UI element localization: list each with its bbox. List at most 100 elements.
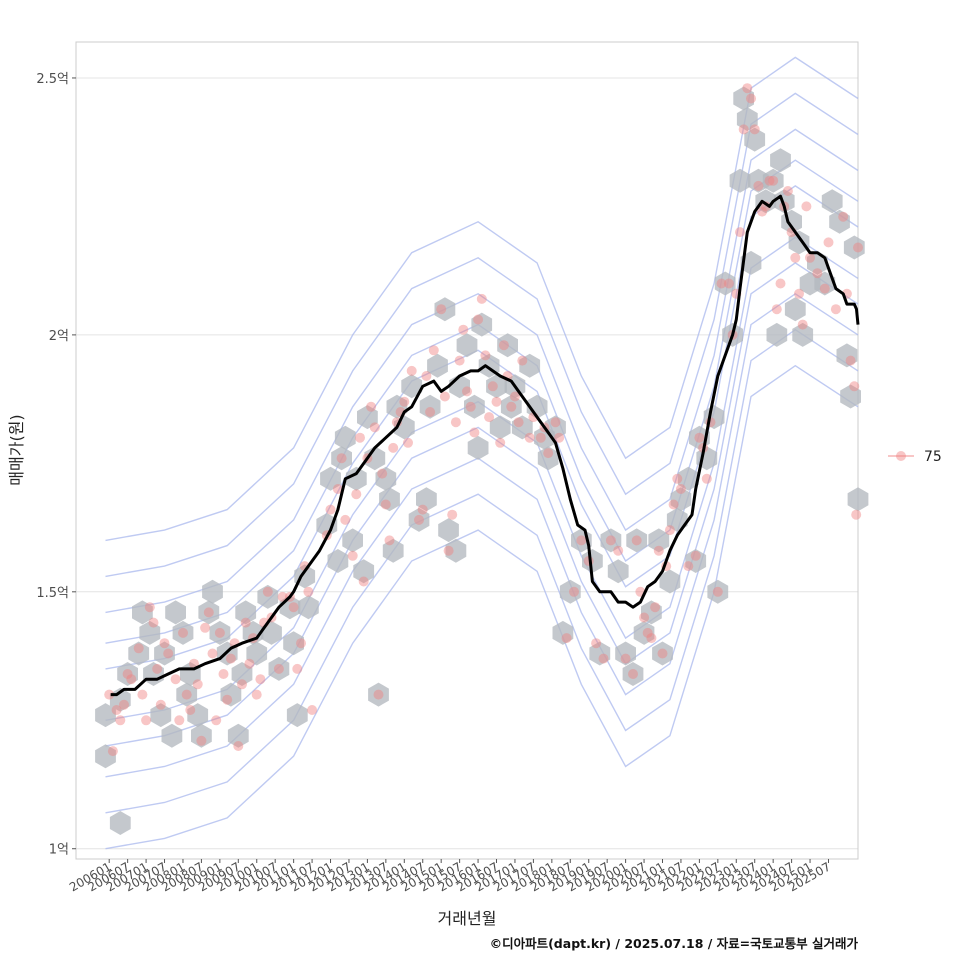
data-point-145 (742, 83, 753, 94)
hexbin-73 (526, 394, 548, 419)
data-point-134 (694, 432, 705, 443)
hexbin-9 (154, 641, 175, 666)
hexbin-6 (132, 600, 153, 625)
hexbin-77 (552, 620, 574, 645)
data-point-139 (716, 278, 727, 289)
hexbin-109 (770, 148, 791, 173)
data-point-158 (790, 252, 801, 263)
hexbin-37 (327, 549, 349, 573)
data-point-31 (225, 653, 236, 664)
data-point-154 (775, 278, 786, 289)
data-point-10 (144, 602, 155, 613)
data-point-74 (414, 514, 424, 525)
data-point-110 (569, 586, 579, 597)
hexbin-15 (176, 682, 198, 707)
hexbin-44 (357, 405, 378, 430)
data-point-57 (347, 550, 358, 561)
trend-line (110, 194, 860, 697)
data-point-123 (646, 633, 657, 644)
hexbin-24 (231, 662, 253, 686)
data-point-148 (753, 180, 764, 191)
data-point-92 (484, 412, 495, 423)
hexbin-85 (622, 662, 644, 686)
hexbin-89 (648, 528, 670, 553)
data-point-66 (380, 499, 391, 510)
data-point-95 (495, 437, 506, 448)
data-point-76 (421, 371, 432, 381)
data-point-80 (439, 391, 450, 402)
data-point-122 (642, 627, 653, 638)
hexbin-49 (382, 538, 404, 563)
data-point-115 (605, 535, 616, 546)
data-point-171 (853, 242, 863, 253)
hexbin-32 (283, 631, 304, 656)
data-point-27 (211, 715, 222, 726)
data-point-34 (237, 679, 247, 690)
legend-label: 75 (924, 449, 942, 465)
data-point-16 (170, 674, 181, 685)
data-point-56 (340, 514, 351, 525)
contour-lower-3 (105, 328, 859, 814)
data-point-0 (104, 689, 115, 700)
data-point-25 (203, 607, 214, 618)
data-point-125 (653, 545, 664, 556)
hexbin-55 (419, 394, 441, 419)
data-point-29 (218, 669, 229, 679)
hexbin-112 (788, 230, 810, 255)
data-point-60 (358, 576, 369, 587)
hexbin-46 (368, 682, 389, 707)
data-point-121 (639, 612, 650, 623)
data-point-20 (185, 705, 196, 715)
hexbin-35 (298, 595, 319, 620)
hexbin-61 (456, 333, 478, 358)
data-point-53 (325, 504, 336, 515)
data-point-7 (133, 643, 144, 654)
data-point-9 (141, 715, 152, 726)
data-point-99 (510, 391, 520, 402)
data-point-15 (163, 648, 174, 659)
hexbin-5 (128, 641, 150, 666)
hexbin-95 (685, 549, 707, 573)
hexbin-23 (227, 723, 249, 748)
data-point-14 (159, 638, 170, 649)
hexbin-80 (582, 549, 603, 573)
hexbin-119 (829, 209, 850, 234)
hexbin-64 (471, 312, 493, 337)
hexbin-114 (792, 322, 814, 347)
data-point-132 (683, 561, 694, 572)
data-point-146 (746, 93, 756, 104)
data-point-151 (764, 175, 775, 186)
legend: 75 (888, 449, 942, 465)
data-point-149 (757, 206, 768, 217)
hexbin-12 (165, 600, 186, 625)
data-point-39 (255, 674, 266, 685)
data-point-50 (303, 586, 314, 597)
hexbin-53 (408, 507, 430, 532)
data-point-59 (355, 432, 365, 443)
hexbin-118 (821, 189, 843, 214)
hexbin-18 (198, 600, 220, 625)
hexbin-78 (559, 579, 581, 604)
data-point-48 (296, 638, 306, 649)
hexbin-10 (150, 703, 172, 728)
hexbin-88 (641, 600, 662, 625)
data-point-124 (650, 602, 661, 613)
y-axis-ticks: 1억 1.5억 2억 2.5억 (36, 72, 76, 858)
hexbin-122 (843, 235, 865, 260)
contour-upper-4 (105, 56, 859, 542)
hexbin-59 (445, 538, 467, 563)
plot-panel-border (75, 41, 859, 860)
data-point-88 (469, 427, 480, 438)
data-point-8 (137, 689, 148, 700)
data-point-5 (122, 669, 133, 679)
data-point-18 (178, 627, 188, 638)
data-point-116 (613, 545, 624, 556)
data-point-133 (690, 550, 701, 561)
data-point-106 (543, 448, 554, 459)
hexbin-48 (379, 487, 400, 512)
data-point-85 (458, 324, 469, 335)
data-point-62 (366, 401, 377, 412)
data-point-101 (517, 355, 528, 366)
data-point-79 (436, 304, 447, 315)
data-point-36 (244, 658, 255, 669)
